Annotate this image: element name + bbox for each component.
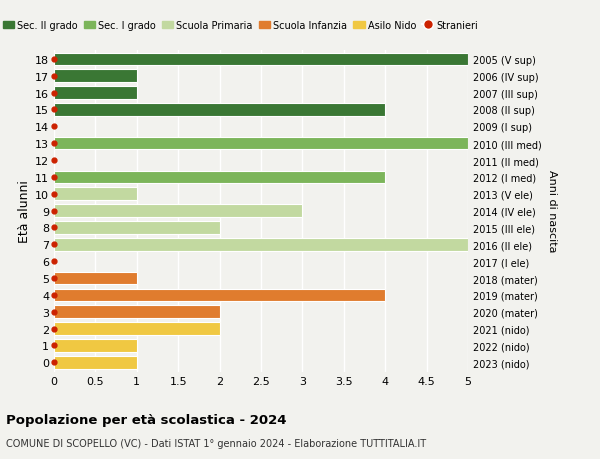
Y-axis label: Anni di nascita: Anni di nascita xyxy=(547,170,557,252)
Text: COMUNE DI SCOPELLO (VC) - Dati ISTAT 1° gennaio 2024 - Elaborazione TUTTITALIA.I: COMUNE DI SCOPELLO (VC) - Dati ISTAT 1° … xyxy=(6,438,426,448)
Y-axis label: Età alunni: Età alunni xyxy=(18,180,31,242)
Bar xyxy=(54,87,137,100)
Bar xyxy=(54,323,220,335)
Bar xyxy=(54,53,468,66)
Bar xyxy=(54,222,220,234)
Bar xyxy=(54,205,302,218)
Bar xyxy=(54,70,137,83)
Bar xyxy=(54,289,385,302)
Bar xyxy=(54,306,220,319)
Bar xyxy=(54,188,137,201)
Text: Popolazione per età scolastica - 2024: Popolazione per età scolastica - 2024 xyxy=(6,413,287,426)
Legend: Sec. II grado, Sec. I grado, Scuola Primaria, Scuola Infanzia, Asilo Nido, Stran: Sec. II grado, Sec. I grado, Scuola Prim… xyxy=(0,17,482,34)
Bar xyxy=(54,339,137,352)
Bar xyxy=(54,138,468,150)
Bar xyxy=(54,171,385,184)
Bar xyxy=(54,356,137,369)
Bar xyxy=(54,104,385,117)
Bar xyxy=(54,239,468,251)
Bar xyxy=(54,272,137,285)
